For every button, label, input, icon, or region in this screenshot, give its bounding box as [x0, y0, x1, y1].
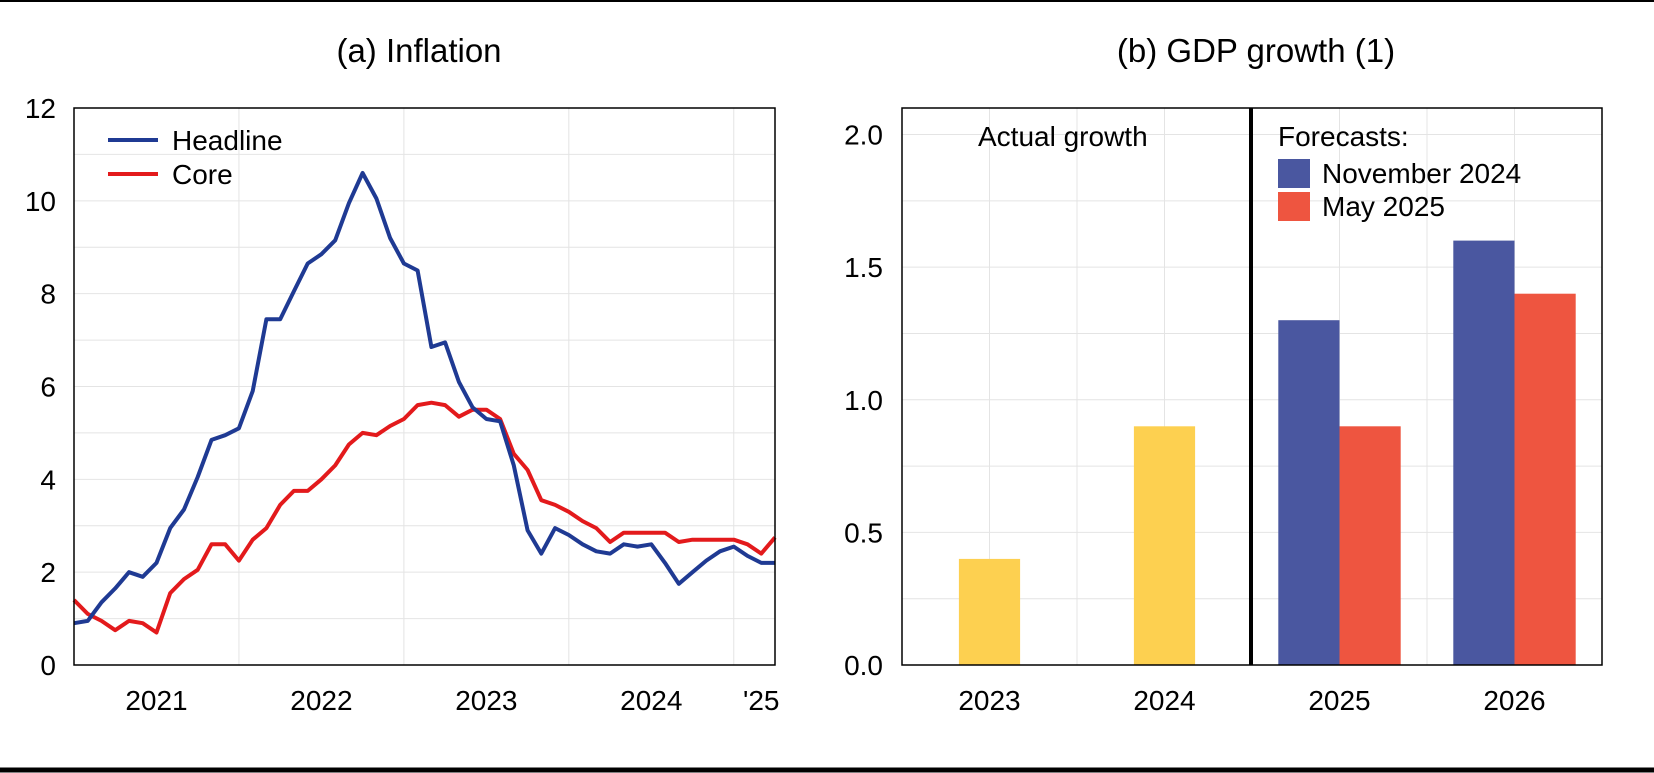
inflation-y-tick-label: 2	[40, 557, 56, 588]
forecasts-annotation: Forecasts:	[1278, 121, 1409, 152]
inflation-panel: (a) Inflation 0 2 4 6 8 10 12 2021 2022 2023 2024…	[25, 32, 780, 716]
gdp-plot-frame	[901, 107, 1603, 666]
gdp-bars	[958, 240, 1576, 665]
inflation-x-tick-label: '25	[743, 685, 780, 716]
gdp-chart-title: (b) GDP growth (1)	[1117, 32, 1395, 69]
legend-may-2025-label: May 2025	[1322, 191, 1445, 222]
gdp-y-tick-label: 1.5	[844, 252, 883, 283]
inflation-y-tick-label: 10	[25, 186, 56, 217]
gdp-x-tick-label: 2023	[958, 685, 1020, 716]
inflation-y-tick-label: 0	[40, 650, 56, 681]
headline-inflation-line	[73, 171, 775, 626]
gdp-bar-may-2025-2025	[1339, 426, 1401, 665]
inflation-x-tick-label: 2021	[125, 685, 187, 716]
legend-november-2024-swatch	[1278, 159, 1310, 188]
inflation-y-tick-label: 8	[40, 279, 56, 310]
inflation-x-tick-labels: 2021 2022 2023 2024 '25	[125, 685, 779, 716]
inflation-x-tick-label: 2024	[620, 685, 682, 716]
legend-headline-label: Headline	[172, 125, 283, 156]
inflation-x-tick-label: 2022	[290, 685, 352, 716]
inflation-y-tick-label: 12	[25, 93, 56, 124]
inflation-series-lines	[72, 171, 777, 635]
gdp-y-tick-label: 0.5	[844, 517, 883, 548]
legend-may-2025-swatch	[1278, 192, 1310, 221]
gdp-bar-november-2024-2025	[1278, 320, 1340, 665]
core-inflation-line	[72, 400, 777, 635]
gdp-x-tick-labels: 2023 2024 2025 2026	[958, 685, 1545, 716]
gdp-bar-may-2025-2026	[1514, 293, 1576, 665]
gdp-bar-november-2024-2026	[1453, 240, 1515, 665]
gdp-x-tick-label: 2026	[1483, 685, 1545, 716]
legend-core-label: Core	[172, 159, 233, 190]
gdp-bar-actual-growth-2023	[958, 558, 1021, 665]
inflation-chart-title: (a) Inflation	[336, 32, 501, 69]
gdp-x-tick-label: 2024	[1133, 685, 1195, 716]
gdp-y-tick-label: 1.0	[844, 385, 883, 416]
inflation-y-tick-label: 4	[40, 464, 56, 495]
inflation-gridlines	[74, 108, 775, 665]
inflation-legend: Headline Core	[108, 125, 283, 190]
actual-growth-annotation: Actual growth	[978, 121, 1148, 152]
gdp-bar-actual-growth-2024	[1133, 426, 1196, 665]
gdp-y-tick-label: 0.0	[844, 650, 883, 681]
gdp-growth-panel: (b) GDP growth (1) 0.00.51.01.52.0 2023 2…	[844, 32, 1603, 716]
gdp-y-tick-label: 2.0	[844, 120, 883, 151]
legend-november-2024-label: November 2024	[1322, 158, 1521, 189]
gdp-y-tick-labels: 0.0 0.5 1.0 1.5 2.0	[844, 120, 883, 681]
inflation-x-tick-label: 2023	[455, 685, 517, 716]
inflation-plot-frame	[73, 107, 776, 666]
gdp-x-tick-label: 2025	[1308, 685, 1370, 716]
inflation-y-tick-label: 6	[40, 372, 56, 403]
inflation-y-tick-labels: 0 2 4 6 8 10 12	[25, 93, 56, 681]
gdp-legend: November 2024 May 2025	[1278, 158, 1521, 222]
